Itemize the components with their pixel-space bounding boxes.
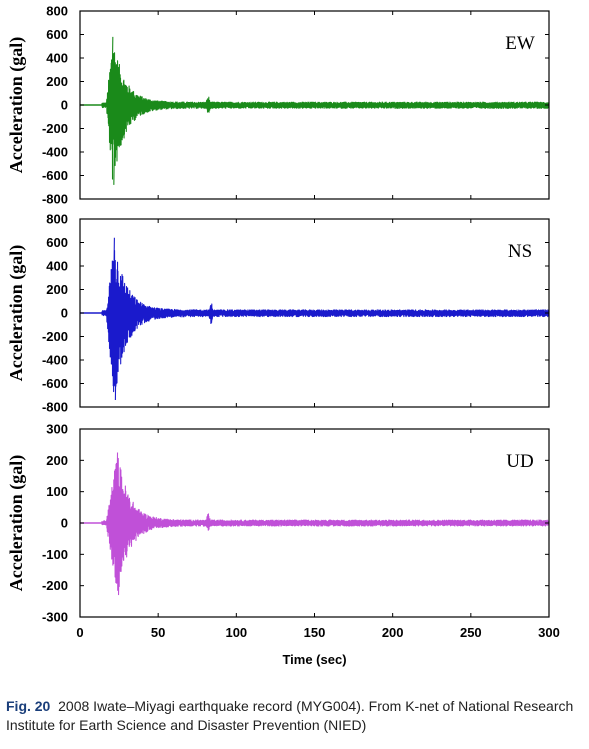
xtick-label: 200: [382, 625, 404, 640]
panel-ew-ytick-label: -600: [42, 168, 68, 183]
panel-ns-ytick-label: -400: [42, 353, 68, 368]
panel-ew-ytick-label: -400: [42, 145, 68, 160]
panel-ew-ytick-label: -800: [42, 192, 68, 207]
panel-ud-ytick-label: -300: [42, 610, 68, 625]
panel-ns-ytick-label: -800: [42, 400, 68, 415]
panel-ew-ytick-label: 0: [61, 98, 68, 113]
xaxis-label: Time (sec): [282, 652, 346, 667]
xtick-label: 150: [304, 625, 326, 640]
panel-ew-waveform: [101, 36, 550, 185]
panel-ud-component-label: UD: [506, 451, 533, 472]
panel-ew-ylabel: Acceleration (gal): [6, 37, 27, 173]
panel-ns-ytick-label: 400: [46, 259, 68, 274]
caption-text: 2008 Iwate–Miyagi earthquake record (MYG…: [6, 698, 574, 733]
figure-caption: Fig. 20 2008 Iwate–Miyagi earthquake rec…: [6, 697, 586, 735]
panel-ew-ytick-label: 800: [46, 4, 68, 19]
xtick-label: 300: [538, 625, 560, 640]
xtick-label: 0: [76, 625, 83, 640]
panel-ud-ytick-label: 100: [46, 484, 68, 499]
panel-ud-ytick-label: 200: [46, 453, 68, 468]
panel-ud-waveform: [101, 452, 550, 596]
panel-ew-ytick-label: 600: [46, 27, 68, 42]
xtick-label: 50: [151, 625, 165, 640]
panel-ns-waveform: [101, 237, 550, 400]
seismogram-figure: 800 600 400 200 0 -200 -400 -600 -800 EW Accelerat…: [6, 4, 560, 668]
panel-ns-ytick-label: -600: [42, 376, 68, 391]
panel-ns-ytick-label: 600: [46, 235, 68, 250]
panel-ns-ytick-label: 800: [46, 212, 68, 227]
panel-ud-ylabel: Acceleration (gal): [6, 455, 27, 591]
panel-ns-ylabel: Acceleration (gal): [6, 245, 27, 381]
panel-ew-ytick-label: -200: [42, 121, 68, 136]
panel-ud-ytick-label: 0: [61, 516, 68, 531]
panel-ud-ytick-label: -200: [42, 578, 68, 593]
panel-ud-ytick-label: -100: [42, 547, 68, 562]
panel-ew-ytick-label: 400: [46, 51, 68, 66]
panel-ew-component-label: EW: [505, 33, 535, 54]
panel-ns-ytick-label: 0: [61, 306, 68, 321]
panel-ns-ytick-label: -200: [42, 329, 68, 344]
panel-ud-ytick-label: 300: [46, 422, 68, 437]
figure-number: Fig. 20: [6, 698, 51, 714]
panel-ew-ytick-label: 200: [46, 74, 68, 89]
xtick-label: 100: [225, 625, 247, 640]
panel-ns-component-label: NS: [508, 241, 532, 262]
panel-ns-ytick-label: 200: [46, 282, 68, 297]
xtick-label: 250: [460, 625, 482, 640]
